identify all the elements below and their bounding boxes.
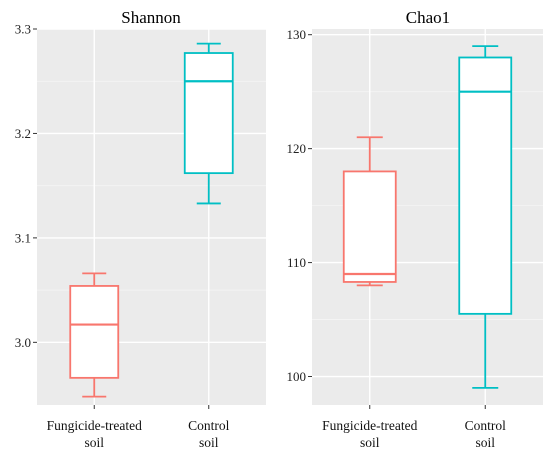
panel-chao1: Chao1 100 110 120 130 Fungicide-treated soil Co… bbox=[287, 8, 543, 450]
y-tick-label: 3.3 bbox=[15, 22, 31, 37]
panel-title: Chao1 bbox=[406, 8, 450, 27]
box-fungicide-treated bbox=[342, 136, 397, 287]
y-tick-label: 3.0 bbox=[15, 335, 31, 350]
box-control bbox=[183, 42, 234, 205]
y-tick-label: 110 bbox=[287, 255, 306, 270]
box-fungicide-treated bbox=[69, 272, 120, 398]
iqr-box bbox=[69, 285, 120, 379]
category-label: Fungicide-treated bbox=[322, 418, 417, 433]
y-tick-label: 3.1 bbox=[15, 230, 31, 245]
category-label: soil bbox=[475, 435, 495, 450]
category-label: soil bbox=[199, 435, 219, 450]
panel-title: Shannon bbox=[121, 8, 181, 27]
iqr-box bbox=[342, 170, 397, 283]
y-tick-label: 130 bbox=[287, 27, 307, 42]
category-label: Control bbox=[465, 418, 507, 433]
y-tick-label: 3.2 bbox=[15, 126, 31, 141]
iqr-box bbox=[458, 56, 513, 315]
y-tick-label: 120 bbox=[287, 141, 307, 156]
category-label: Control bbox=[188, 418, 230, 433]
panel-shannon: Shannon 3.0 3.1 3.2 3.3 Fungicide-treated soil… bbox=[15, 8, 266, 450]
iqr-box bbox=[183, 52, 234, 175]
category-label: Fungicide-treated bbox=[47, 418, 142, 433]
category-label: soil bbox=[84, 435, 104, 450]
y-tick-label: 100 bbox=[287, 369, 307, 384]
box-control bbox=[458, 45, 513, 389]
category-label: soil bbox=[360, 435, 380, 450]
